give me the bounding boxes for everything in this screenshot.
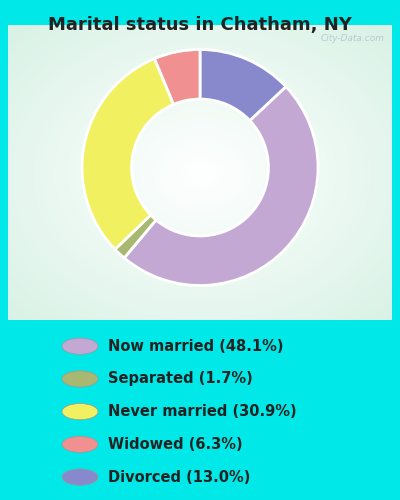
Circle shape [62,436,98,452]
Text: Divorced (13.0%): Divorced (13.0%) [108,470,250,484]
Circle shape [62,371,98,387]
Text: Marital status in Chatham, NY: Marital status in Chatham, NY [48,16,352,34]
Text: Now married (48.1%): Now married (48.1%) [108,338,284,353]
Wedge shape [82,58,174,250]
Text: Never married (30.9%): Never married (30.9%) [108,404,297,419]
Wedge shape [200,50,286,120]
Text: City-Data.com: City-Data.com [320,34,384,43]
Wedge shape [124,86,318,286]
Circle shape [62,338,98,354]
Circle shape [62,404,98,419]
Wedge shape [154,50,200,104]
Text: Widowed (6.3%): Widowed (6.3%) [108,437,243,452]
Circle shape [62,469,98,485]
Wedge shape [115,215,156,258]
Text: Separated (1.7%): Separated (1.7%) [108,372,253,386]
